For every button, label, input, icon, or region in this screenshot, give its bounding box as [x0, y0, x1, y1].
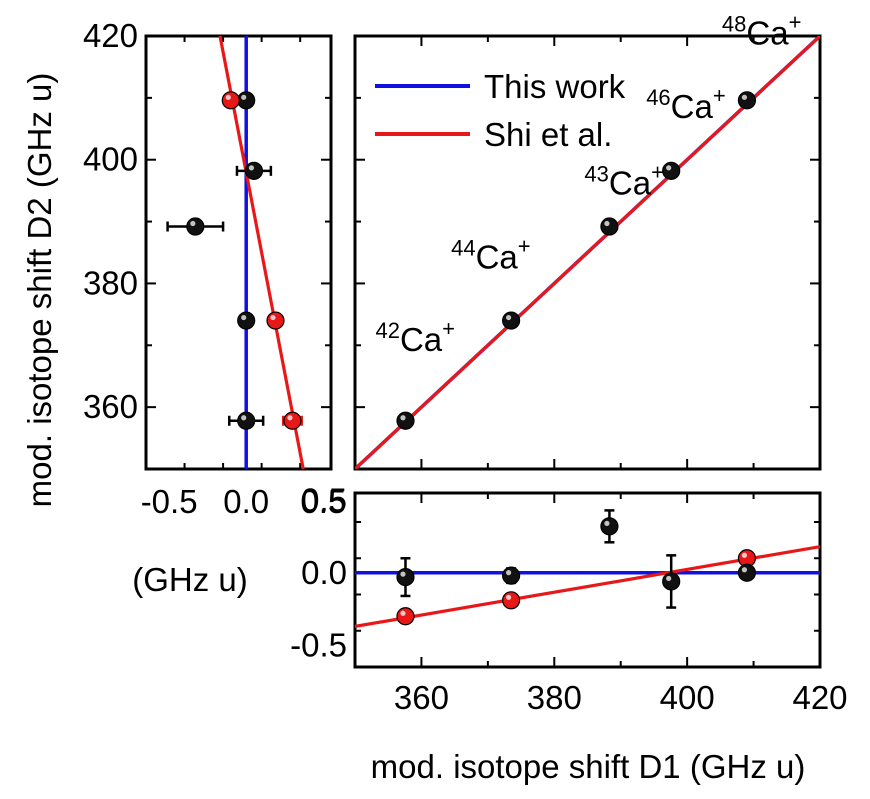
legend: This work Shi et al.	[375, 68, 626, 153]
data-point	[600, 217, 619, 236]
data-point	[502, 311, 521, 330]
bottom_residual-x-tick-label: 420	[792, 679, 847, 716]
isotope-label: 44Ca+	[451, 234, 531, 276]
isotope-mass: 48	[722, 11, 746, 36]
isotope-label: 48Ca+	[722, 9, 802, 51]
shi-points	[221, 91, 303, 430]
data-point-highlight	[400, 610, 406, 616]
bottom_residual-x-tick-label: 380	[527, 679, 582, 716]
data-point-highlight	[741, 552, 748, 558]
isotope-charge: +	[789, 9, 802, 34]
left_residual-x-tick-label: -0.5	[141, 483, 198, 520]
data-point-highlight	[506, 570, 512, 576]
y-axis-title: mod. isotope shift D2 (GHz u)	[21, 73, 58, 508]
data-point-highlight	[741, 94, 748, 100]
left_residual-y-tick-label: 420	[83, 17, 138, 54]
isotope-symbol: Ca	[746, 14, 789, 51]
this-work-points	[166, 91, 273, 430]
data-point-highlight	[241, 415, 247, 421]
data-point-highlight	[270, 314, 276, 321]
data-point	[396, 607, 415, 626]
data-point	[396, 567, 415, 587]
isotope-mass: 43	[584, 162, 608, 187]
data-point	[237, 311, 256, 330]
isotope-symbol: Ca	[671, 88, 714, 125]
isotope-label: 42Ca+	[375, 316, 455, 358]
isotope-symbol: Ca	[400, 321, 443, 358]
data-point-highlight	[400, 415, 406, 421]
left_residual-x-tick-label: 0.0	[223, 483, 269, 520]
data-point	[502, 591, 521, 610]
data-point	[737, 563, 757, 582]
isotope-charge: +	[518, 234, 531, 259]
data-point-highlight	[666, 165, 672, 171]
data-point-highlight	[604, 220, 610, 227]
isotope-mass: 46	[646, 85, 670, 110]
data-point-highlight	[400, 571, 406, 577]
bottom_residual-y-tick-label: 0.5	[301, 481, 347, 518]
data-point	[502, 566, 521, 585]
isotope-label: 46Ca+	[646, 83, 726, 125]
unit-label: (GHz u)	[132, 561, 248, 598]
data-point	[244, 161, 264, 180]
data-point-highlight	[241, 94, 247, 100]
data-point-highlight	[741, 567, 748, 573]
bottom_residual-x-tick-label: 360	[394, 679, 449, 716]
isotope-mass: 44	[451, 236, 475, 261]
data-point	[221, 91, 240, 110]
this-work-points	[396, 509, 757, 609]
data-point	[662, 161, 681, 180]
data-point	[237, 91, 256, 110]
isotope-charge: +	[651, 160, 664, 185]
data-point-highlight	[604, 520, 610, 526]
data-point-highlight	[241, 314, 247, 321]
x-axis-title: mod. isotope shift D1 (GHz u)	[371, 748, 806, 785]
isotope-label: 43Ca+	[584, 160, 664, 202]
data-point-highlight	[248, 165, 255, 171]
data-point	[283, 411, 302, 430]
data-point	[396, 411, 415, 430]
data-point-highlight	[506, 594, 512, 600]
isotope-charge: +	[713, 83, 726, 108]
data-point	[662, 572, 681, 591]
bottom_residual-x-tick-label: 400	[660, 679, 715, 716]
left_residual-frame	[144, 34, 333, 471]
data-point-highlight	[666, 575, 672, 582]
bottom_residual-frame	[353, 491, 822, 669]
left_residual-y-tick-label: 380	[83, 264, 138, 301]
data-point-highlight	[506, 314, 512, 321]
data-point	[237, 411, 256, 430]
data-point	[600, 517, 619, 536]
data-point	[186, 217, 205, 236]
isotope-symbol: Ca	[609, 165, 652, 202]
data-point	[266, 311, 285, 330]
main-frame	[353, 34, 822, 471]
left_residual-y-tick-label: 400	[83, 141, 138, 178]
isotope-symbol: Ca	[476, 239, 519, 276]
isotope-mass: 42	[375, 318, 399, 343]
legend-this-work-label: This work	[484, 68, 626, 105]
panel-bottom_residual: 360 380 400 420 -0.5 0.0 0.5	[290, 481, 847, 716]
data-point-highlight	[190, 220, 196, 227]
shi-points	[396, 549, 757, 626]
isotope-charge: +	[442, 316, 455, 341]
data-point-highlight	[225, 94, 231, 100]
data-point-highlight	[287, 415, 293, 421]
left_residual-x-tick-label: 0.5	[300, 483, 346, 520]
bottom_residual-y-tick-label: 0.0	[301, 554, 347, 591]
legend-shi-label: Shi et al.	[484, 116, 612, 153]
bottom_residual-y-tick-label: -0.5	[290, 626, 347, 663]
data-point	[737, 91, 757, 110]
panel-left_residual: -0.5 0.0 0.5 360 380 400 420	[83, 17, 346, 520]
left_residual-y-tick-label: 360	[83, 388, 138, 425]
